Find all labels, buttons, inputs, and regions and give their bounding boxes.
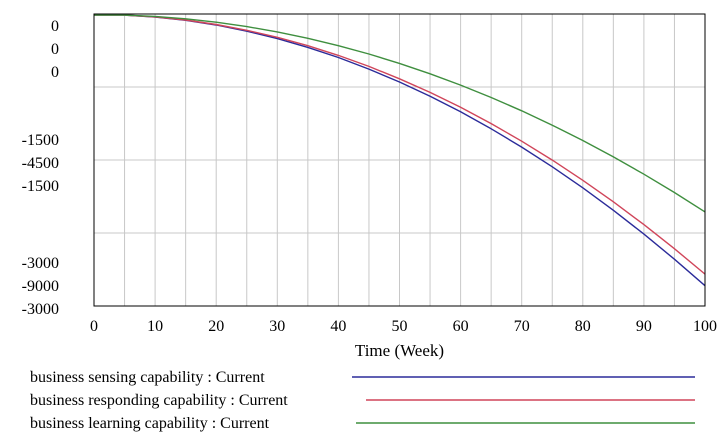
grid (94, 14, 705, 306)
y-tick-labels: 0 0 0 -1500 -4500 -1500 -3000 -9000 -3000 (22, 18, 59, 318)
y-tick-label: -9000 (22, 278, 59, 295)
y-tick-label: -1500 (22, 178, 59, 195)
legend: business sensing capability : Current bus… (30, 369, 695, 432)
x-tick-label: 10 (147, 318, 163, 335)
y-tick-label: 0 (51, 41, 59, 58)
y-tick-label: 0 (51, 64, 59, 81)
x-tick-label: 70 (514, 318, 530, 335)
x-tick-labels: 0 10 20 30 40 50 60 70 80 90 100 (90, 318, 717, 335)
y-tick-label: -3000 (22, 301, 59, 318)
series-lines (94, 14, 705, 287)
x-axis-label: Time (Week) (355, 341, 444, 360)
x-tick-label: 20 (208, 318, 224, 335)
y-tick-label: -4500 (22, 155, 59, 172)
x-tick-label: 50 (392, 318, 408, 335)
x-tick-label: 80 (575, 318, 591, 335)
y-tick-label: -3000 (22, 255, 59, 272)
x-tick-label: 60 (453, 318, 469, 335)
legend-label-2: business responding capability : Current (30, 392, 288, 409)
legend-label-1: business sensing capability : Current (30, 369, 265, 386)
x-tick-label: 90 (636, 318, 652, 335)
series-line-3 (94, 14, 705, 213)
x-tick-label: 100 (693, 318, 717, 335)
y-tick-label: -1500 (22, 132, 59, 149)
legend-label-3: business learning capability : Current (30, 415, 270, 432)
x-tick-label: 40 (330, 318, 346, 335)
y-tick-label: 0 (51, 18, 59, 35)
x-tick-label: 30 (269, 318, 285, 335)
x-tick-label: 0 (90, 318, 98, 335)
plot-border (93, 13, 706, 307)
series-line-2 (94, 14, 705, 275)
